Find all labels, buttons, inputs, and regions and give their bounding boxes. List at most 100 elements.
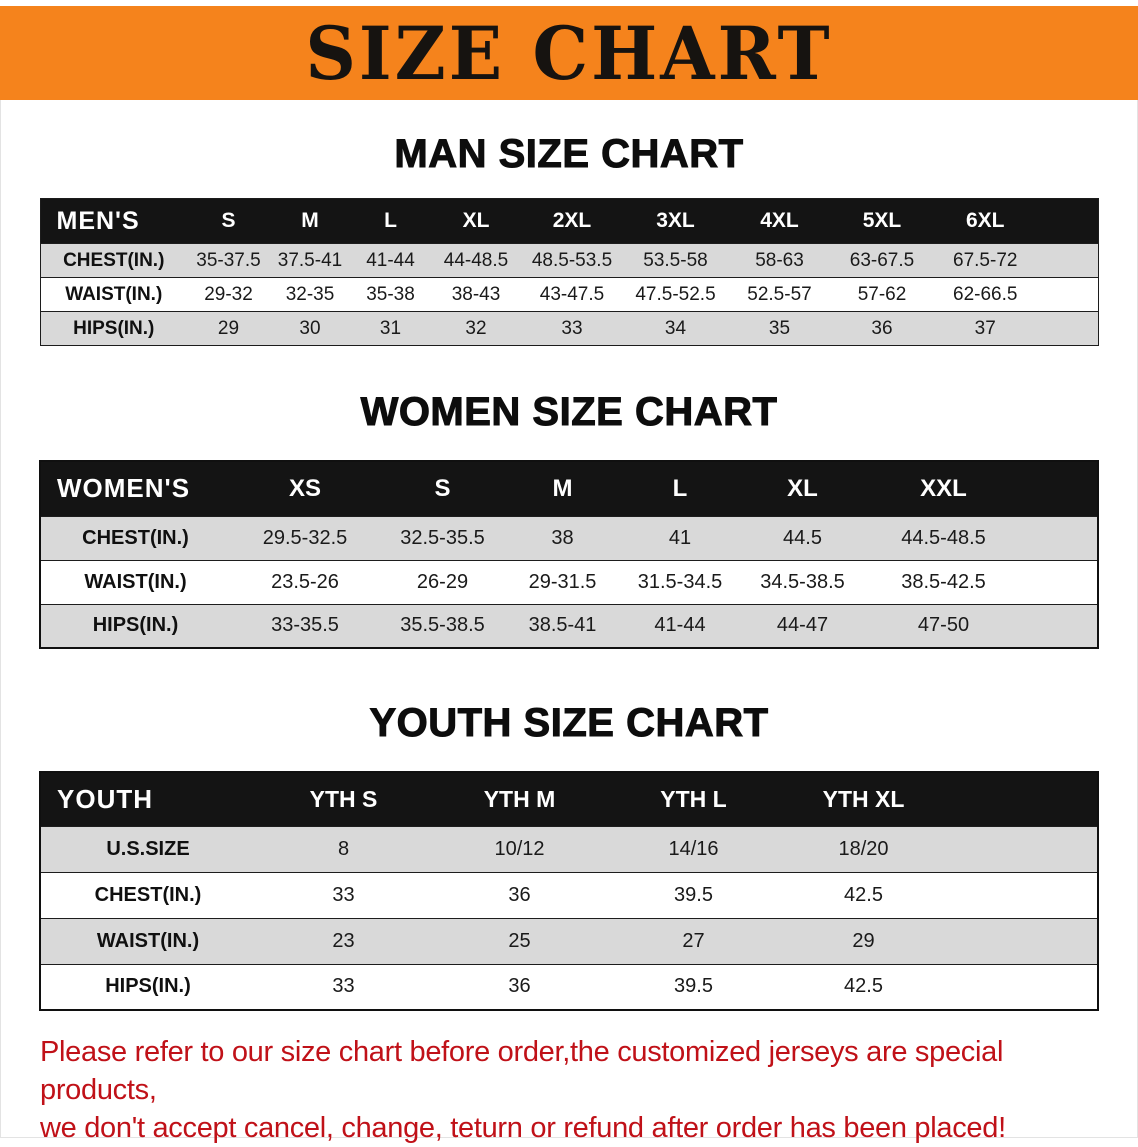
women-value-cell: 23.5-26 bbox=[271, 570, 339, 593]
youth-value-cell: 23 bbox=[332, 929, 355, 952]
disclaimer: Please refer to our size chart before or… bbox=[40, 1033, 1098, 1147]
youth-value-cell: 42.5 bbox=[844, 975, 883, 998]
women-value-cell: 44.5 bbox=[783, 526, 822, 549]
youth-ussize-row: U.S.SIZE 8 10/12 14/16 18/20 bbox=[40, 826, 1098, 872]
youth-value-cell: 10/12 bbox=[494, 837, 545, 860]
youth-table-header-row: YOUTH YTH S YTH M YTH L YTH XL bbox=[40, 772, 1098, 826]
youth-value-cell: 39.5 bbox=[674, 975, 713, 998]
youth-value-cell: 36 bbox=[508, 883, 531, 906]
youth-value-cell: 27 bbox=[682, 929, 705, 952]
men-value-cell: 36 bbox=[871, 317, 893, 339]
men-hips-row: HIPS(IN.) 29 30 31 32 33 34 35 36 37 bbox=[40, 311, 1098, 346]
youth-value-cell: 14/16 bbox=[668, 837, 719, 860]
men-header-cell: 4XL bbox=[760, 209, 799, 232]
men-value-cell: 63-67.5 bbox=[849, 249, 915, 271]
men-value-cell: 38-43 bbox=[451, 283, 501, 305]
men-value-cell: 35 bbox=[768, 317, 791, 339]
men-header-cell: XL bbox=[462, 209, 490, 232]
women-value-cell: 29-31.5 bbox=[528, 570, 597, 593]
women-value-cell: 38.5-41 bbox=[528, 614, 597, 637]
men-value-cell: 30 bbox=[299, 317, 321, 339]
men-value-cell: 37.5-41 bbox=[277, 249, 343, 271]
women-header-cell: M bbox=[552, 474, 573, 502]
youth-row-label: WAIST(IN.) bbox=[96, 929, 200, 952]
youth-table-corner-label: YOUTH bbox=[57, 783, 153, 814]
men-header-cell: S bbox=[221, 209, 236, 232]
men-value-cell: 57-62 bbox=[857, 283, 907, 305]
women-value-cell: 26-29 bbox=[416, 570, 469, 593]
youth-header-cell: YTH M bbox=[483, 785, 556, 812]
size-chart-banner: SIZE CHART bbox=[0, 6, 1138, 100]
youth-header-cell: YTH XL bbox=[822, 785, 905, 812]
women-header-cell: XXL bbox=[920, 474, 967, 502]
men-table-header-row: MEN'S S M L XL 2XL 3XL 4XL 5XL 6XL bbox=[40, 198, 1098, 244]
men-value-cell: 47.5-52.5 bbox=[635, 283, 716, 305]
men-value-cell: 53.5-58 bbox=[643, 249, 708, 271]
youth-size-section: YOUTH SIZE CHART YOUTH YTH S YTH M YTH L… bbox=[0, 699, 1138, 1011]
men-value-cell: 41-44 bbox=[366, 249, 415, 271]
women-header-cell: L bbox=[672, 474, 688, 502]
women-value-cell: 32.5-35.5 bbox=[400, 526, 485, 549]
men-value-cell: 48.5-53.5 bbox=[531, 249, 613, 271]
women-header-cell: S bbox=[434, 474, 451, 502]
women-value-cell: 47-50 bbox=[917, 614, 970, 637]
size-chart-title: SIZE CHART bbox=[305, 9, 833, 97]
men-value-cell: 32-35 bbox=[285, 283, 335, 305]
women-value-cell: 38 bbox=[551, 526, 574, 549]
youth-value-cell: 25 bbox=[508, 929, 531, 952]
women-value-cell: 41 bbox=[668, 526, 692, 549]
women-chest-row: CHEST(IN.) 29.5-32.5 32.5-35.5 38 41 44.… bbox=[40, 516, 1098, 560]
men-value-cell: 43-47.5 bbox=[539, 283, 605, 305]
men-value-cell: 32 bbox=[465, 317, 487, 339]
women-section-heading: WOMEN SIZE CHART bbox=[360, 390, 778, 435]
youth-value-cell: 33 bbox=[332, 883, 355, 906]
men-row-label: HIPS(IN.) bbox=[73, 317, 155, 339]
size-chart-page: SIZE CHART MAN SIZE CHART MEN'S S M L XL… bbox=[0, 6, 1138, 1144]
men-value-cell: 44-48.5 bbox=[443, 249, 509, 271]
men-header-cell: 6XL bbox=[965, 209, 1005, 232]
youth-size-table: YOUTH YTH S YTH M YTH L YTH XL U.S.SIZE … bbox=[39, 771, 1099, 1011]
youth-value-cell: 36 bbox=[508, 975, 531, 998]
youth-waist-row: WAIST(IN.) 23 25 27 29 bbox=[40, 918, 1098, 964]
women-value-cell: 29.5-32.5 bbox=[262, 526, 348, 549]
youth-row-label: U.S.SIZE bbox=[106, 837, 190, 860]
men-value-cell: 29 bbox=[217, 317, 240, 339]
women-row-label: HIPS(IN.) bbox=[92, 614, 179, 637]
men-chest-row: CHEST(IN.) 35-37.5 37.5-41 41-44 44-48.5… bbox=[40, 243, 1098, 278]
women-size-table: WOMEN'S XS S M L XL XXL CHEST(IN.) 29.5-… bbox=[39, 460, 1099, 649]
women-value-cell: 41-44 bbox=[654, 614, 706, 637]
men-header-cell: 3XL bbox=[656, 209, 695, 232]
women-waist-row: WAIST(IN.) 23.5-26 26-29 29-31.5 31.5-34… bbox=[40, 560, 1098, 604]
women-value-cell: 35.5-38.5 bbox=[400, 614, 485, 637]
youth-value-cell: 39.5 bbox=[674, 883, 713, 906]
women-table-corner-label: WOMEN'S bbox=[57, 473, 191, 504]
youth-header-cell: YTH L bbox=[660, 785, 727, 812]
men-row-label: CHEST(IN.) bbox=[63, 249, 165, 271]
men-value-cell: 33 bbox=[561, 317, 583, 339]
women-value-cell: 33-35.5 bbox=[271, 614, 339, 637]
youth-value-cell: 8 bbox=[337, 837, 350, 860]
youth-hips-row: HIPS(IN.) 33 36 39.5 42.5 bbox=[40, 964, 1098, 1010]
men-waist-row: WAIST(IN.) 29-32 32-35 35-38 38-43 43-47… bbox=[40, 277, 1098, 312]
women-header-cell: XL bbox=[787, 474, 818, 502]
men-value-cell: 62-66.5 bbox=[953, 283, 1018, 305]
women-table-header-row: WOMEN'S XS S M L XL XXL bbox=[40, 461, 1098, 516]
men-header-cell: 2XL bbox=[552, 209, 592, 232]
disclaimer-line-2: we don't accept cancel, change, teturn o… bbox=[40, 1112, 1006, 1144]
men-size-table: MEN'S S M L XL 2XL 3XL 4XL 5XL 6XL CHEST… bbox=[39, 198, 1099, 346]
women-size-section: WOMEN SIZE CHART WOMEN'S XS S M L XL XXL bbox=[0, 388, 1138, 649]
women-value-cell: 44-47 bbox=[776, 614, 829, 637]
youth-section-heading: YOUTH SIZE CHART bbox=[369, 701, 769, 746]
women-value-cell: 44.5-48.5 bbox=[901, 526, 986, 549]
youth-value-cell: 18/20 bbox=[838, 837, 889, 860]
men-section-heading: MAN SIZE CHART bbox=[394, 132, 744, 177]
youth-value-cell: 29 bbox=[852, 929, 875, 952]
men-value-cell: 34 bbox=[664, 317, 687, 339]
women-value-cell: 38.5-42.5 bbox=[901, 570, 986, 593]
men-value-cell: 52.5-57 bbox=[747, 283, 812, 305]
men-value-cell: 37 bbox=[974, 317, 996, 339]
women-row-label: CHEST(IN.) bbox=[82, 526, 189, 549]
women-value-cell: 34.5-38.5 bbox=[760, 570, 845, 593]
men-header-cell: L bbox=[384, 209, 397, 232]
women-hips-row: HIPS(IN.) 33-35.5 35.5-38.5 38.5-41 41-4… bbox=[40, 604, 1098, 648]
